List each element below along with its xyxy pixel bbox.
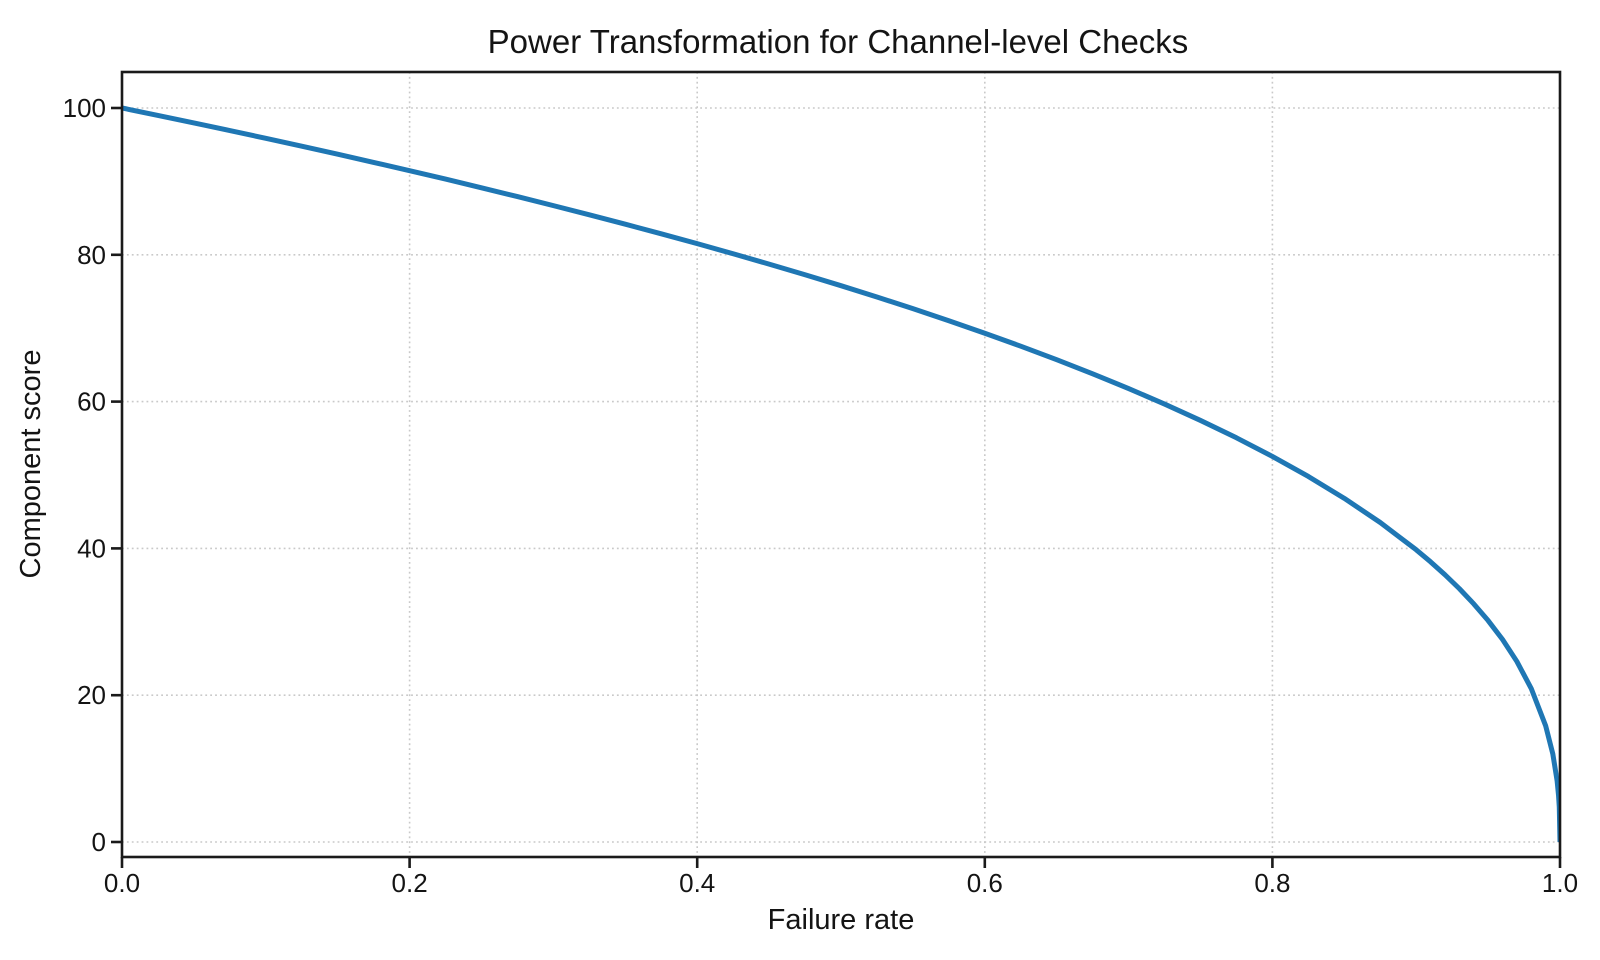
x-tick-label: 0.8 (1254, 868, 1290, 898)
chart-title: Power Transformation for Channel-level C… (488, 23, 1189, 60)
x-tick-label: 1.0 (1542, 868, 1578, 898)
series-line (122, 105, 1560, 843)
y-tick-label: 20 (77, 680, 106, 710)
axes-box (120, 70, 1562, 859)
x-tick-label: 0.4 (679, 868, 715, 898)
y-tick-label: 100 (63, 93, 106, 123)
x-tick-label: 0.2 (392, 868, 428, 898)
chart-layer: 0.0 0.2 0.4 0.6 0.8 1.0 0 20 40 60 80 100 (63, 70, 1578, 898)
y-tick-label: 40 (77, 533, 106, 563)
x-axis-label: Failure rate (768, 904, 915, 936)
y-tick-label: 60 (77, 387, 106, 417)
y-axis-label: Component score (15, 350, 47, 579)
x-tick-label: 0.0 (104, 868, 140, 898)
y-tick-label: 0 (92, 827, 106, 857)
x-tick-label: 0.6 (967, 868, 1003, 898)
y-tick-label: 80 (77, 240, 106, 270)
